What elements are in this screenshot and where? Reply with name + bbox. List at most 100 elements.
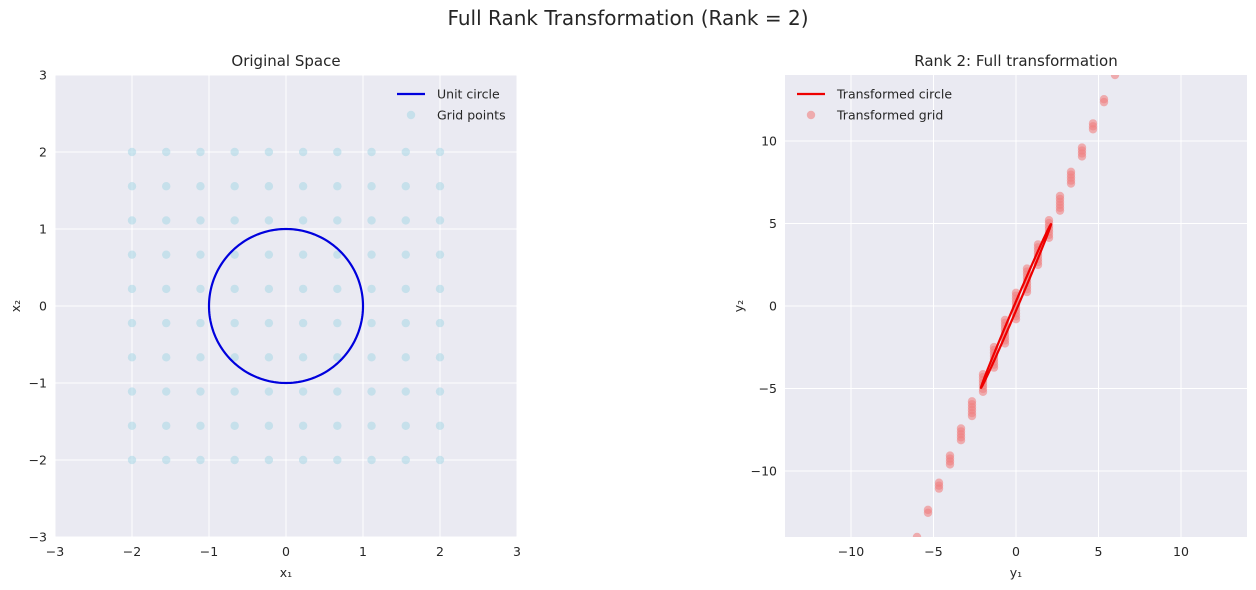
data-point [367,250,376,259]
data-point [367,353,376,362]
data-point [162,353,171,362]
data-point [1055,206,1065,215]
data-point [298,284,308,294]
data-point [162,250,171,259]
data-point [1077,152,1087,161]
data-point [967,411,977,421]
data-point [435,387,445,396]
x-tick-label: 1 [359,544,367,559]
data-point [923,508,933,517]
x-tick-label: −5 [924,544,942,559]
data-point [264,353,274,362]
data-point [196,182,205,191]
data-point [401,216,410,225]
data-point [196,147,205,157]
data-point [127,284,137,294]
panel-2: −10 −5 0 5 10 −10 −5 0 5 10 Rank 2: Full transform… [731,52,1247,580]
figure-title: Full Rank Transformation (Rank = 2) [447,6,809,30]
data-point [230,182,239,191]
data-point [196,387,205,396]
data-point [401,284,410,294]
data-point [196,318,205,328]
data-point [264,387,274,396]
x-tick-label: −10 [838,544,864,559]
data-point [230,353,239,362]
data-point [162,216,171,225]
data-point [333,421,342,430]
legend: Unit circle Grid points [397,87,506,123]
data-point [401,182,410,191]
data-point [401,387,410,396]
data-point [230,284,239,294]
data-point [435,455,445,465]
y-tick-label: 3 [39,68,47,83]
x-tick-label: 5 [1095,544,1103,559]
data-point [162,182,171,191]
data-point [196,455,205,465]
x-tick-label: −3 [46,544,64,559]
data-point [127,182,137,191]
x-tick-label: 0 [282,544,290,559]
data-point [1110,75,1120,80]
data-point [435,216,445,225]
plot-marks [127,147,445,465]
x-tick-label: −1 [200,544,218,559]
data-point [127,318,137,328]
data-point [162,387,171,396]
data-point [162,147,171,157]
data-point [230,250,239,259]
data-point [127,216,137,225]
data-point [298,147,308,157]
data-point [435,284,445,294]
data-point [230,318,239,328]
data-point [230,147,239,157]
data-point [333,147,342,157]
data-point [298,318,308,328]
data-point [298,421,308,430]
legend-label: Transformed circle [836,87,952,102]
plot-marks [912,75,1120,537]
subplot-title: Rank 2: Full transformation [914,52,1118,70]
x-tick-label: 2 [436,544,444,559]
data-point [298,353,308,362]
data-point [367,284,376,294]
x-tick-label: 10 [1173,544,1189,559]
data-point [196,216,205,225]
data-point [162,421,171,430]
data-point [298,250,308,259]
data-point [162,318,171,328]
x-tick-label: 3 [513,544,521,559]
legend-marker-swatch [806,110,816,120]
data-point [127,387,137,396]
data-point [401,318,410,328]
y-tick-label: −1 [29,376,47,391]
y-tick-label: −5 [759,381,777,396]
unit-circle-line [207,227,365,385]
data-point [127,147,137,157]
data-point [298,182,308,191]
data-point [230,216,239,225]
data-point [264,421,274,430]
data-point [367,182,376,191]
y-tick-label: 0 [39,299,47,314]
data-point [435,182,445,191]
data-point [401,455,410,465]
y-tick-label: 1 [39,222,47,237]
data-point [264,318,274,328]
data-point [435,353,445,362]
y-tick-label: 2 [39,145,47,160]
data-point [333,284,342,294]
legend: Transformed circle Transformed grid [797,87,952,123]
transformed-circle-line [979,222,1053,390]
data-point [367,387,376,396]
data-point [945,460,955,469]
data-point [401,250,410,259]
data-point [934,484,944,493]
data-point [333,216,342,225]
data-point [367,455,376,465]
data-point [196,284,205,294]
legend-label: Transformed grid [836,108,943,123]
y-tick-label: 5 [769,216,777,231]
legend-label: Unit circle [437,87,500,102]
data-point [264,284,274,294]
